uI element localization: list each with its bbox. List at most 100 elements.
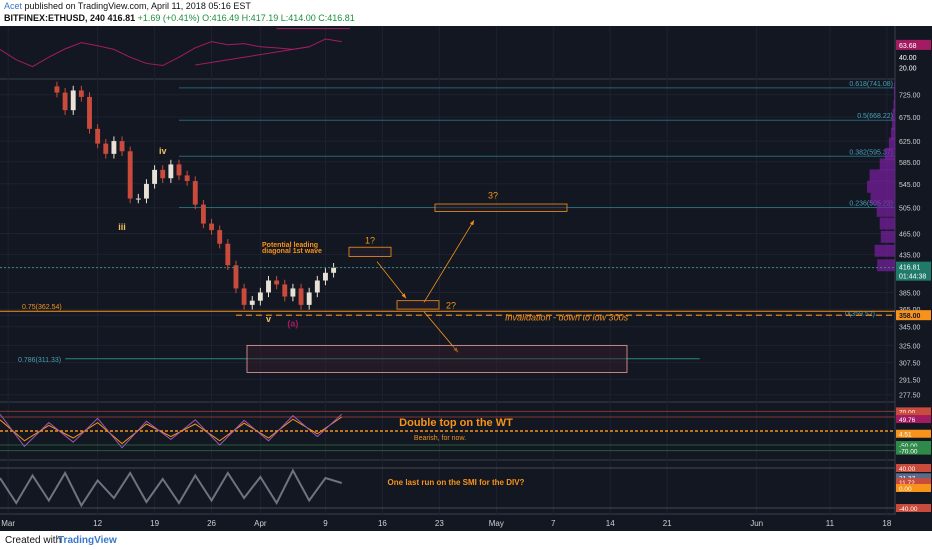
x-tick-label: 16: [378, 519, 387, 528]
price-axis-label: 435.00: [899, 252, 921, 259]
volume-profile-bar: [874, 244, 895, 257]
invalidation-annotation: Invalidation - down to low 300s: [505, 312, 629, 322]
rsi-axis-label: 63.68: [899, 43, 917, 50]
rsi-trendline: [195, 46, 310, 66]
fib-level-label: 0.75(362.54): [22, 304, 62, 311]
price-axis-label: 585.00: [899, 160, 921, 167]
volume-profile-bar: [890, 127, 895, 140]
candle-body: [192, 181, 198, 205]
candle-body: [266, 280, 271, 293]
candle-body: [274, 280, 280, 285]
candle-body: [127, 151, 133, 199]
candle-body: [225, 243, 231, 266]
projection-arrow-head: [401, 293, 406, 299]
x-tick-label: 14: [606, 519, 615, 528]
publish-line: Acet published on TradingView.com, April…: [4, 1, 251, 11]
volume-profile-bar: [879, 217, 895, 230]
candle-body: [209, 223, 214, 231]
smi-value-tag: [896, 484, 931, 492]
target-label-1: 1?: [365, 236, 375, 246]
volume-profile-bar: [891, 118, 895, 131]
author-link[interactable]: Acet: [4, 1, 23, 11]
volume-profile-bar: [867, 180, 895, 193]
smi-value-tag: [896, 464, 931, 472]
candle-body: [144, 183, 149, 199]
price-axis-label: 358.00: [899, 313, 921, 320]
wt-value-tag: [896, 429, 931, 438]
x-tick-label: 7: [551, 519, 556, 528]
target-label-3: 3?: [488, 191, 498, 201]
candle-body: [78, 90, 84, 97]
smi-value-tag: [896, 473, 931, 482]
wt-value-tag: [896, 407, 931, 416]
x-tick-label: 26: [207, 519, 216, 528]
candle-body: [257, 292, 263, 301]
candle-body: [306, 292, 312, 305]
rsi-axis-label: 20.00: [899, 66, 917, 73]
candle-body: [249, 300, 255, 305]
fib-level-label: 0.5(668.22): [857, 113, 893, 120]
candle-body: [152, 169, 158, 184]
created-with: Created with: [5, 535, 62, 546]
candle-body: [70, 90, 76, 111]
wt-value-tag: [896, 415, 931, 424]
annotation-leading-diagonal: diagonal 1st wave: [262, 248, 322, 255]
fib-level-label: 0(359.52): [845, 311, 875, 318]
x-tick-label: 9: [323, 519, 328, 528]
wt-main-line: [0, 413, 343, 449]
volume-profile-bar: [869, 169, 895, 182]
x-tick-label: 23: [435, 519, 444, 528]
candle-body: [217, 230, 223, 244]
target-box-3: [434, 203, 568, 212]
volume-profile-bar: [893, 99, 895, 112]
tradingview-logo[interactable]: TradingView: [58, 535, 117, 546]
volume-profile-bar: [877, 259, 895, 272]
symbol: BITFINEX:ETHUSD, 240: [4, 13, 106, 23]
wave-label: iii: [118, 222, 126, 232]
last-price: 416.81: [107, 13, 136, 23]
x-tick-label: Jun: [750, 519, 763, 528]
candle-body: [111, 141, 117, 154]
wt-axis-label: 4.51: [899, 432, 912, 439]
wt-annotation-title: Double top on the WT: [399, 417, 513, 429]
price-axis-label: 291.50: [899, 377, 921, 384]
wt-value-tag: [896, 441, 931, 449]
target-box-2: [396, 300, 440, 310]
annotation-leading-diagonal: Potential leading: [262, 242, 318, 249]
volume-profile-bar: [876, 204, 895, 217]
candle-body: [323, 272, 328, 281]
price-axis-label: 505.00: [899, 206, 921, 213]
x-tick-label: Apr: [254, 519, 267, 528]
candle-body: [168, 164, 174, 179]
smi-value-tag: [896, 504, 931, 512]
fib-level-label: 0.786(311.33): [18, 357, 61, 364]
x-tick-label: 11: [826, 519, 835, 528]
volume-profile-bar: [880, 230, 895, 243]
fib-level-label: 0.618(741.08): [849, 81, 893, 88]
candle-body: [298, 288, 304, 305]
price-axis-label: 675.00: [899, 115, 921, 122]
candle-body: [241, 288, 247, 305]
candle-body: [233, 265, 239, 289]
volume-profile-bar: [879, 158, 895, 171]
chart-area[interactable]: Mar 12 19 26 Apr 9 16 23 May 7 14 21 Jun 11 18 63.68 40.…: [0, 26, 932, 531]
smi-axis-label: 0.00: [899, 486, 912, 493]
price-axis-label: 725.00: [899, 93, 921, 100]
x-tick-label: May: [489, 519, 504, 528]
header: Acet published on TradingView.com, April…: [0, 0, 932, 26]
target-box-1: [348, 246, 392, 257]
volume-profile-bar: [870, 192, 895, 205]
wave-label: iv: [159, 146, 167, 156]
candle-body: [119, 141, 125, 152]
wt-value-tag: [896, 446, 931, 455]
candle-body: [95, 128, 101, 144]
ohlc: O:416.49 H:417.19 L:414.00 C:416.81: [202, 13, 355, 23]
price-axis-label: 625.00: [899, 139, 921, 146]
fib-level-label: 0.382(595.37): [849, 149, 893, 156]
smi-annotation: One last run on the SMI for the DIV?: [388, 478, 525, 487]
wave-label: v: [266, 314, 271, 324]
wt-axis-label: -50.00: [899, 443, 918, 450]
rsi-value-tag: [896, 39, 931, 50]
chart-background: [0, 26, 932, 531]
